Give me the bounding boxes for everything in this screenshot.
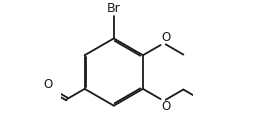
- Text: Br: Br: [107, 2, 121, 15]
- Text: O: O: [161, 31, 170, 44]
- Text: O: O: [161, 100, 170, 113]
- Text: O: O: [44, 78, 53, 91]
